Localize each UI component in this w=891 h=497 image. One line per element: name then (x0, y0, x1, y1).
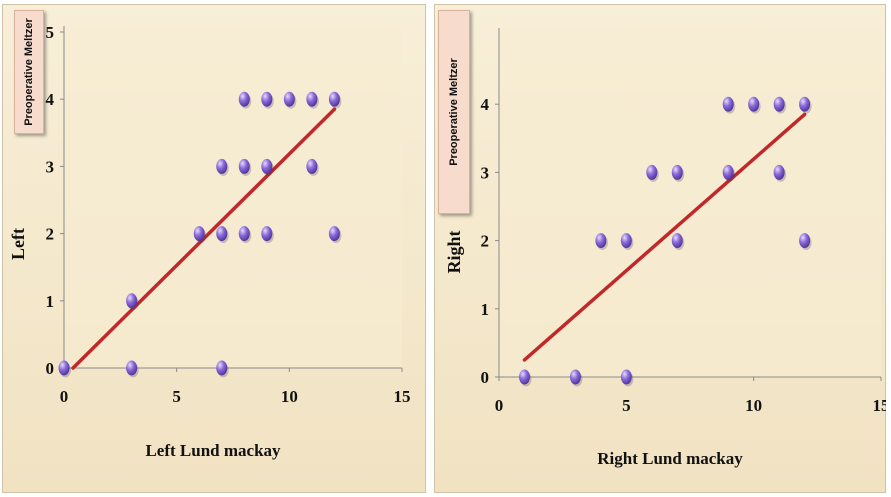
right-data-point (569, 369, 581, 385)
left-y-tick-label: 5 (46, 23, 55, 42)
right-x-axis-title: Right Lund mackay (597, 449, 743, 468)
right-y-tick-label: 2 (481, 232, 490, 251)
left-x-tick-label: 0 (60, 387, 69, 406)
right-data-point (722, 96, 734, 112)
left-data-point (328, 91, 340, 107)
right-x-tick-label: 5 (622, 396, 631, 415)
left-chart-panel: 0 1 2 3 4 5 0 5 10 15 Left Lund mackay Left Preoper… (2, 4, 426, 493)
left-x-tick-label: 5 (172, 387, 181, 406)
left-y-tick-label: 4 (46, 90, 55, 109)
right-data-point (646, 164, 658, 180)
right-x-tick-label: 15 (873, 396, 887, 415)
left-y-tick-label: 2 (46, 225, 55, 244)
right-data-point (595, 233, 607, 249)
right-x-tick-label: 0 (495, 396, 504, 415)
right-trendline (522, 112, 807, 362)
left-x-tick-label: 15 (394, 387, 411, 406)
left-plot-area (64, 26, 402, 368)
left-data-point (216, 360, 228, 376)
right-data-point (773, 164, 785, 180)
right-chart-panel: 0 1 2 3 4 0 5 10 15 Right Lund mackay Right Preope… (434, 4, 886, 493)
left-data-point (261, 226, 273, 242)
right-data-point (620, 369, 632, 385)
left-y-label-box: Preoperative Meltzer (14, 10, 44, 134)
left-data-point (283, 91, 295, 107)
right-data-point (799, 233, 811, 249)
right-data-point (518, 369, 530, 385)
left-data-point (261, 158, 273, 174)
left-data-point (216, 226, 228, 242)
right-y-tick-label: 3 (481, 163, 490, 182)
left-y-axis-title: Left (8, 228, 28, 260)
left-data-point (306, 91, 318, 107)
right-data-point (722, 164, 734, 180)
left-x-tick-label: 10 (281, 387, 298, 406)
left-y-tick-label: 0 (46, 359, 55, 378)
right-plot-area (499, 28, 881, 377)
right-data-point (773, 96, 785, 112)
right-y-label-box: Preoperative Meltzer (438, 10, 470, 214)
left-data-point (238, 226, 250, 242)
left-y-tick-label: 3 (46, 157, 55, 176)
left-data-point (193, 226, 205, 242)
left-scatter-svg: 0 1 2 3 4 5 0 5 10 15 Left Lund mackay Left (2, 4, 426, 493)
right-data-point (671, 233, 683, 249)
left-x-axis-title: Left Lund mackay (145, 441, 281, 460)
right-y-tick-label: 0 (481, 368, 490, 387)
left-data-point (126, 360, 138, 376)
right-data-point (748, 96, 760, 112)
right-y-label-box-text: Preoperative Meltzer (448, 58, 461, 166)
right-y-axis-title: Right (444, 230, 464, 273)
left-data-point (216, 158, 228, 174)
left-data-point (126, 293, 138, 309)
left-data-point (238, 158, 250, 174)
right-y-tick-label: 4 (481, 95, 490, 114)
right-data-point (799, 96, 811, 112)
left-data-point (328, 226, 340, 242)
right-data-point (620, 233, 632, 249)
right-data-point (671, 164, 683, 180)
right-scatter-svg: 0 1 2 3 4 0 5 10 15 Right Lund mackay Right (434, 4, 886, 493)
right-x-tick-label: 10 (745, 396, 762, 415)
left-y-tick-label: 1 (46, 292, 55, 311)
left-y-label-box-text: Preoperative Meltzer (23, 18, 36, 126)
left-trendline (71, 107, 337, 370)
left-data-point (58, 360, 70, 376)
left-data-point (238, 91, 250, 107)
right-y-tick-label: 1 (481, 300, 490, 319)
left-data-point (261, 91, 273, 107)
left-data-point (306, 158, 318, 174)
